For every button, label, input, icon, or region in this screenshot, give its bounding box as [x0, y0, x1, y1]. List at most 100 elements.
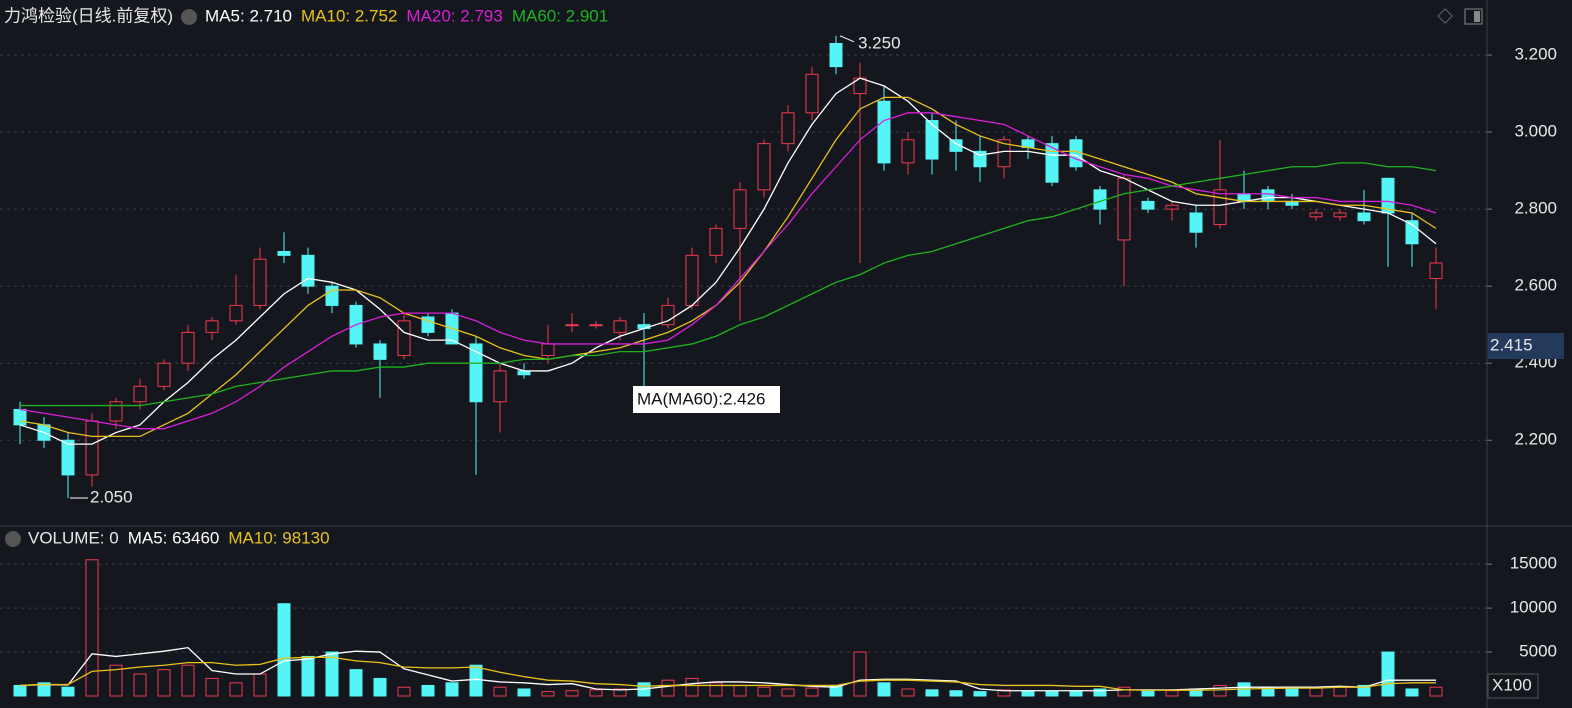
volume-bar: [229, 682, 243, 697]
volume-bar: [781, 688, 795, 697]
candle-body: [205, 320, 219, 333]
volume-bar: [205, 677, 219, 697]
volume-bar: [325, 651, 339, 697]
volume-bar: [181, 664, 195, 697]
candle-body: [997, 139, 1011, 168]
candle-body: [109, 401, 123, 422]
volume-bar: [1357, 684, 1371, 697]
legend-entry: MA5: 63460: [128, 528, 220, 547]
y-tick-label: 3.200: [1514, 45, 1557, 64]
y-tick-label: 2.600: [1514, 276, 1557, 295]
candle-body: [877, 100, 891, 164]
volume-bar: [1021, 690, 1035, 697]
ma-line: [20, 162, 1437, 407]
candle-body: [901, 139, 915, 164]
volume-bar: [805, 687, 819, 697]
legend-entry: VOLUME: 0: [28, 528, 119, 547]
candle-body: [325, 285, 339, 306]
volume-bar: [1429, 686, 1443, 697]
panel-icon-fill: [1474, 11, 1480, 22]
candle-body: [709, 227, 723, 256]
candle-body: [1381, 177, 1395, 214]
candle-body: [157, 362, 171, 387]
volume-bar: [61, 686, 75, 697]
volume-bar: [277, 603, 291, 697]
volume-bar: [421, 684, 435, 697]
legend-entry: MA20: 2.793: [406, 6, 502, 25]
volume-bar: [85, 559, 99, 697]
y-tick-label: 15000: [1510, 554, 1557, 573]
volume-bar: [1069, 690, 1083, 697]
ma-line: [19, 112, 1437, 430]
ma-line: [19, 77, 1437, 445]
high-annotation: 3.250: [858, 33, 901, 52]
price-tag: 2.415: [1490, 335, 1533, 354]
volume-bar: [1117, 686, 1131, 697]
candle-body: [1429, 262, 1443, 279]
candle-body: [949, 139, 963, 152]
volume-bar: [757, 686, 771, 697]
legend-entry: MA60: 2.901: [512, 6, 608, 25]
volume-bar: [709, 682, 723, 697]
candle-body: [181, 331, 195, 364]
panel-icon[interactable]: [1464, 8, 1483, 25]
legend-entry: MA10: 98130: [228, 528, 329, 547]
top-icons[interactable]: [1437, 8, 1483, 25]
volume-bar: [157, 669, 171, 697]
ma-toggle-icon: [181, 9, 198, 25]
y-tick-label: 10000: [1510, 598, 1557, 617]
chart-title: 力鸿检验(日线.前复权): [4, 6, 173, 25]
unit-box: [1487, 673, 1539, 699]
candle-body: [541, 343, 555, 357]
ma-line: [19, 646, 1436, 692]
volume-bar: [397, 686, 411, 697]
collapse-icon[interactable]: [5, 531, 21, 547]
volume-bar: [1045, 691, 1059, 697]
candle-body: [805, 73, 819, 114]
low-annotation: 2.050: [90, 488, 133, 507]
candle-body: [1333, 212, 1347, 218]
candle-body: [469, 343, 483, 403]
price-tag-box: [1488, 333, 1564, 359]
candle-body: [253, 258, 267, 306]
volume-bar: [517, 688, 531, 697]
volume-bar: [253, 673, 267, 697]
volume-bar: [661, 679, 675, 697]
legend-entry: MA10: 2.752: [301, 6, 397, 25]
volume-bar: [685, 677, 699, 697]
volume-bar: [877, 682, 891, 697]
volume-bar: [1213, 684, 1227, 697]
volume-bar: [301, 655, 315, 697]
y-tick-label: 2.200: [1514, 430, 1557, 449]
candle-body: [1045, 143, 1059, 183]
y-tick-label: 5000: [1519, 642, 1557, 661]
candle-body: [421, 316, 435, 333]
candle-body: [733, 189, 747, 229]
diamond-icon[interactable]: [1437, 8, 1453, 24]
candle-body: [661, 304, 675, 326]
volume-bar: [1333, 686, 1347, 697]
candle-body: [61, 439, 75, 476]
volume-bar: [1285, 688, 1299, 697]
volume-bar: [613, 688, 627, 697]
volume-bar: [373, 677, 387, 697]
candle-body: [757, 143, 771, 191]
candle-body: [829, 42, 843, 68]
volume-bar: [1165, 690, 1179, 697]
candle-body: [1213, 189, 1227, 226]
candle-body: [133, 385, 147, 403]
volume-bar: [1381, 651, 1395, 697]
volume-bar: [37, 682, 51, 697]
candle-body: [85, 420, 99, 476]
volume-bar: [541, 691, 555, 697]
unit-label: X100: [1492, 675, 1532, 694]
candle-body: [373, 343, 387, 360]
candle-body: [13, 408, 27, 426]
candle-body: [925, 120, 939, 160]
volume-bar: [133, 673, 147, 697]
candle-body: [565, 324, 579, 327]
volume-bar: [445, 682, 459, 697]
candle-body: [1117, 177, 1131, 241]
volume-bar: [853, 651, 867, 697]
